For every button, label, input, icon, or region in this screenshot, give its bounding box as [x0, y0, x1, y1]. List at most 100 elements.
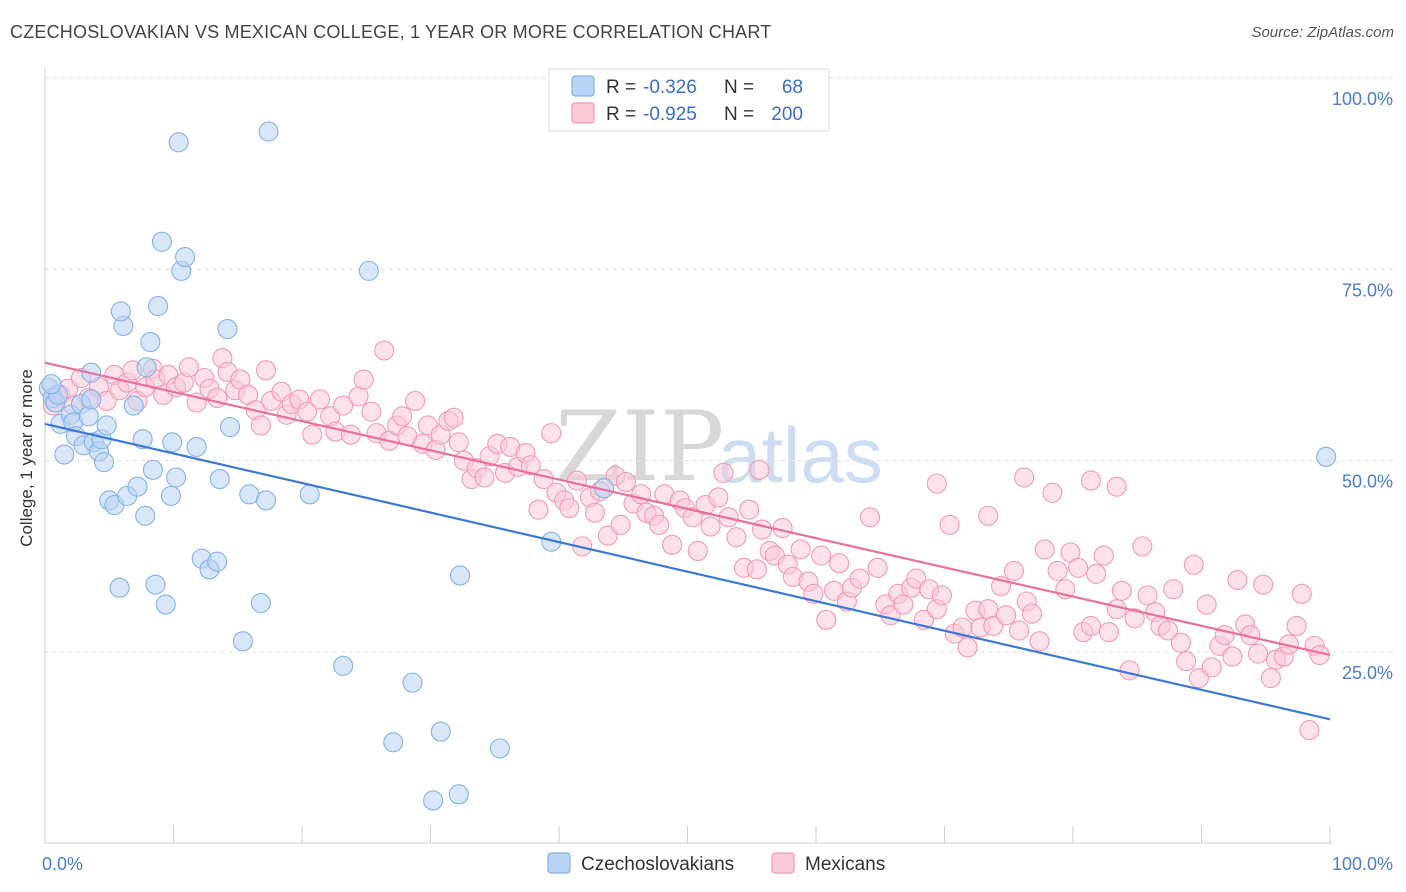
- mexicans-point: [1132, 536, 1153, 557]
- mexicans-point: [559, 498, 580, 519]
- mexicans-point: [1260, 667, 1281, 689]
- czechoslovakians-point: [207, 551, 228, 572]
- bottom-legend-label-czechoslovakians: Czechoslovakians: [581, 854, 734, 875]
- mexicans-point: [297, 401, 318, 422]
- czechoslovakians-point: [258, 121, 279, 142]
- mexicans-point: [1047, 560, 1068, 581]
- czechoslovakians-point: [151, 231, 172, 252]
- mexicans-point: [1158, 620, 1179, 641]
- y-tick-label-0: 100.0%: [1332, 89, 1393, 109]
- mexicans-point: [1086, 563, 1107, 584]
- czechoslovakians-point: [166, 467, 187, 488]
- mexicans-point: [1183, 554, 1204, 575]
- watermark-atlas: atlas: [718, 411, 883, 499]
- mexicans-point: [893, 594, 914, 615]
- mexicans-point: [528, 499, 549, 520]
- mexicans-point: [931, 585, 952, 606]
- mexicans-point: [1021, 603, 1042, 624]
- legend-r-label-mexicans: R =: [606, 104, 636, 125]
- mexicans-point: [1068, 557, 1089, 578]
- mexicans-point: [1196, 594, 1217, 615]
- czechoslovakians-point: [81, 389, 102, 410]
- czechoslovakians-point: [168, 132, 189, 153]
- mexicans-point: [1029, 631, 1050, 652]
- czechoslovakians-trend-line: [44, 422, 1331, 721]
- czechoslovakians-point: [423, 790, 444, 811]
- mexicans-point: [726, 527, 747, 548]
- czechoslovakians-point: [41, 374, 62, 395]
- mexicans-point: [374, 340, 395, 361]
- czechoslovakians-point: [148, 296, 169, 317]
- mexicans-point: [178, 357, 199, 378]
- mexicans-point: [348, 386, 369, 407]
- mexicans-point: [207, 387, 228, 408]
- mexicans-point: [1080, 615, 1102, 637]
- x-tick-label-0: 0.0%: [42, 854, 83, 874]
- mexicans-point: [926, 473, 947, 494]
- czechoslovakians-point: [402, 672, 423, 693]
- mexicans-point: [566, 470, 588, 491]
- y-axis-label: College, 1 year or more: [17, 369, 36, 547]
- legend-swatch-czechoslovakians: [571, 75, 595, 97]
- bottom-legend-swatch-mexicans: [771, 852, 795, 874]
- czechoslovakians-point: [217, 318, 238, 340]
- mexicans-point: [790, 539, 811, 560]
- czechoslovakians-point: [54, 444, 75, 465]
- mexicans-point: [333, 395, 354, 416]
- mexicans-point: [978, 505, 999, 526]
- czechoslovakians-point: [219, 416, 241, 438]
- legend: R = -0.326 N = 68 R = -0.925 N = 200: [548, 68, 830, 132]
- trend-lines: [44, 361, 1331, 721]
- czechoslovakians-point: [140, 331, 161, 353]
- bottom-legend-label-mexicans: Mexicans: [805, 854, 885, 875]
- mexicans-point: [682, 507, 703, 528]
- mexicans-point: [597, 525, 618, 546]
- y-tick-label-3: 25.0%: [1342, 663, 1393, 683]
- bottom-legend: Czechoslovakians Mexicans: [547, 852, 885, 875]
- mexicans-point: [474, 467, 495, 488]
- mexicans-point: [250, 415, 271, 436]
- mexicans-point: [255, 360, 277, 381]
- mexicans-point: [939, 514, 960, 536]
- czechoslovakians-point: [160, 485, 181, 506]
- mexicans-point: [983, 615, 1004, 637]
- mexicans-point: [392, 406, 413, 427]
- y-tick-label-1: 75.0%: [1342, 280, 1393, 300]
- czechoslovakians-point: [209, 468, 230, 490]
- mexicans-point: [1106, 476, 1127, 497]
- mexicans-point: [816, 609, 837, 630]
- mexicans-point: [849, 568, 870, 589]
- mexicans-point: [1286, 615, 1307, 637]
- mexicans-point: [1034, 539, 1055, 560]
- mexicans-point: [1008, 620, 1030, 641]
- chart-title: CZECHOSLOVAKIAN VS MEXICAN COLLEGE, 1 YE…: [10, 22, 772, 42]
- x-tick-label-1: 100.0%: [1332, 854, 1393, 874]
- source-credit: Source: ZipAtlas.com: [1251, 24, 1394, 41]
- mexicans-point: [867, 557, 888, 578]
- czechoslovakians-point: [333, 655, 354, 676]
- czechoslovakians-points: [38, 121, 1337, 811]
- mexicans-point: [520, 455, 541, 476]
- mexicans-point: [1176, 651, 1197, 672]
- mexicans-point: [1170, 632, 1191, 653]
- czechoslovakians-point: [255, 490, 277, 511]
- mexicans-point: [1247, 643, 1269, 664]
- czechoslovakians-point: [109, 577, 130, 598]
- czechoslovakians-point: [145, 574, 166, 595]
- czechoslovakians-point: [155, 594, 176, 615]
- mexicans-point: [713, 462, 734, 483]
- mexicans-point: [361, 401, 382, 422]
- mexicans-point: [751, 519, 773, 540]
- mexicans-point: [541, 423, 562, 444]
- czechoslovakians-point: [78, 406, 99, 427]
- mexicans-point: [1080, 470, 1102, 491]
- legend-swatch-mexicans: [571, 102, 595, 124]
- axes: 100.0% 75.0% 50.0% 25.0% 0.0% 100.0%: [42, 68, 1393, 874]
- mexicans-point: [1003, 560, 1024, 581]
- czechoslovakians-point: [127, 476, 148, 497]
- mexicans-point: [353, 369, 374, 390]
- mexicans-points: [42, 340, 1330, 741]
- czechoslovakians-point: [110, 301, 131, 322]
- legend-n-label-czechoslovakians: N =: [724, 77, 754, 98]
